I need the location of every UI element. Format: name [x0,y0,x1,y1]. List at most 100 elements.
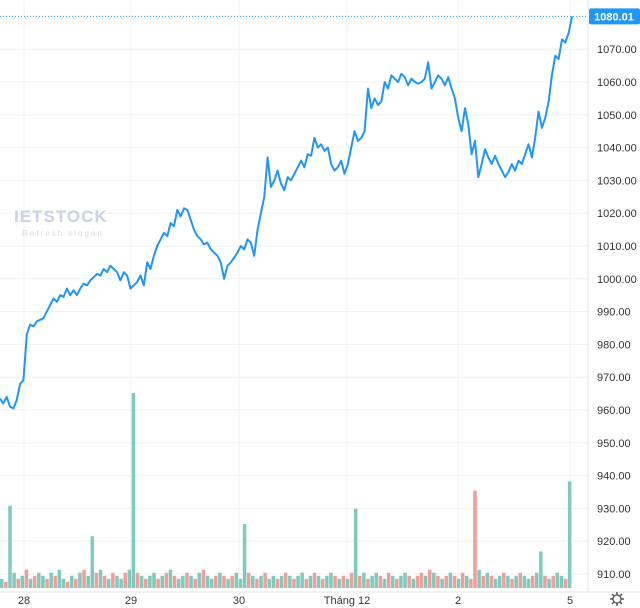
volume-bar [514,575,518,588]
volume-bar [539,551,543,588]
volume-bar [341,575,346,588]
volume-bar [399,575,403,588]
volume-bars [0,393,572,588]
volume-bar [440,578,444,588]
volume-bar [555,572,560,588]
volume-bar [407,575,411,588]
volume-bar [526,578,531,588]
volume-bar [16,578,20,588]
volume-bar [358,575,362,588]
watermark-brand: IETSTOCK [14,207,108,226]
volume-bar [131,393,136,588]
volume-bar [201,569,206,588]
volume-bar [115,575,119,588]
price-tick-label: 940.00 [597,471,631,483]
volume-bar [349,572,354,588]
volume-bar [242,524,247,588]
volume-bar [452,575,457,588]
price-tick-label: 990.00 [597,307,631,319]
last-price-label: 1080.01 [589,8,640,25]
volume-bar [218,572,222,588]
volume-bar [518,572,523,588]
volume-bar [345,578,350,588]
volume-bar [559,575,564,588]
volume-bar [185,572,189,588]
price-tick-label: 950.00 [597,438,631,450]
price-tick-label: 1000.00 [597,274,637,286]
volume-bar [0,578,4,588]
settings-button[interactable] [610,592,624,606]
grid-lines [0,0,588,592]
volume-bar [395,578,399,588]
volume-bar [65,581,70,588]
volume-bar [411,578,416,588]
volume-bar [106,578,111,588]
volume-bar [49,572,53,588]
volume-bar [164,572,169,588]
volume-bar [53,575,58,588]
volume-bar [333,575,337,588]
volume-bar [510,578,514,588]
time-tick-label: 30 [233,595,245,607]
volume-bar [382,578,387,588]
gear-icon[interactable] [610,592,624,606]
price-tick-label: 1040.00 [597,143,637,155]
volume-bar [329,572,333,588]
price-tick-label: 1070.00 [597,44,637,56]
volume-bar [86,575,90,588]
volume-bar [246,572,251,588]
volume-bar [193,578,197,588]
volume-bar [316,575,321,588]
volume-bar [176,578,181,588]
price-tick-label: 910.00 [597,569,631,581]
volume-bar [288,575,292,588]
volume-bar [292,578,296,588]
time-axis[interactable]: 28 29 30 Tháng 12 2 5 [18,595,573,607]
time-tick-label: 29 [125,595,137,607]
volume-bar [156,578,160,588]
volume-bar [485,572,490,588]
volume-bar [82,569,86,588]
volume-bar [308,575,313,588]
volume-bar [135,572,140,588]
volume-bar [415,575,420,588]
volume-bar [61,578,66,588]
volume-bar [119,578,123,588]
volume-bar [197,572,202,588]
volume-bar [263,572,267,588]
volume-bar [37,572,41,588]
volume-bar [312,572,317,588]
volume-bar [148,575,152,588]
volume-bar [275,578,280,588]
volume-bar [300,572,304,588]
volume-bar [427,569,432,588]
volume-bar [12,572,16,588]
volume-bar [267,578,271,588]
volume-bar [390,575,395,588]
volume-bar [259,575,263,588]
price-tick-label: 1050.00 [597,110,637,122]
volume-bar [4,581,8,588]
volume-bar [386,572,391,588]
volume-bar [234,572,239,588]
volume-bar [551,575,555,588]
volume-bar [144,578,148,588]
volume-bar [271,575,276,588]
volume-bar [362,572,366,588]
volume-bar [469,578,473,588]
watermark: IETSTOCK Refresh slogan [14,207,108,238]
volume-bar [172,575,177,588]
volume-bar [205,575,210,588]
volume-bar [238,578,243,588]
volume-bar [41,575,45,588]
volume-bar [320,578,325,588]
volume-bar [57,569,62,588]
volume-bar [102,575,107,588]
volume-bar [477,569,481,588]
price-axis[interactable]: 910.00 920.00 930.00 940.00 950.00 960.00 970.… [597,44,637,581]
watermark-tagline: Refresh slogan [22,229,104,238]
volume-bar [94,572,99,588]
time-tick-label: 5 [567,595,573,607]
volume-bar [226,578,230,588]
